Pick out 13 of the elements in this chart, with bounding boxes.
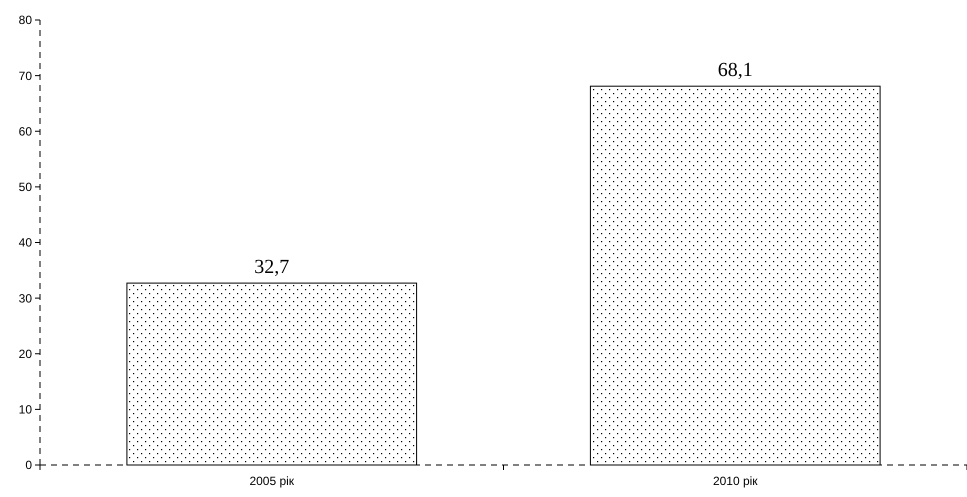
y-tick-label: 30	[18, 291, 32, 306]
y-tick-label: 0	[25, 458, 32, 472]
y-tick-label: 40	[18, 236, 32, 250]
y-tick-label: 80	[18, 13, 32, 28]
y-tick-label: 60	[18, 124, 32, 138]
y-tick-label: 20	[18, 346, 32, 361]
x-tick-label: 2010 рік	[712, 474, 758, 488]
x-tick-label: 2005 рік	[249, 474, 295, 488]
y-tick-label: 50	[18, 180, 32, 194]
y-tick-label: 70	[18, 68, 32, 83]
data-label: 32,7	[254, 256, 290, 278]
y-tick-label: 10	[18, 402, 32, 417]
data-label: 68,1	[718, 59, 753, 82]
